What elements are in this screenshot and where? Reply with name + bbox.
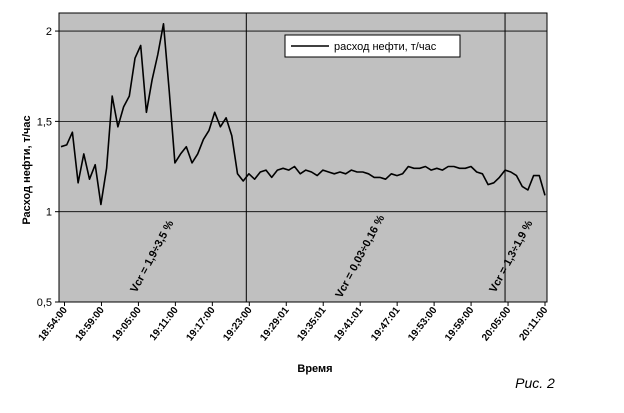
y-tick-label: 0,5 — [37, 297, 52, 309]
series-lines — [60, 22, 546, 206]
x-tick-label: 19:11:00 — [148, 305, 181, 343]
x-tick-label: 19:23:00 — [221, 305, 255, 344]
x-tick-label: 19:41:01 — [332, 305, 366, 344]
legend: расход нефти, т/час — [284, 34, 461, 58]
x-tick-label: 19:17:00 — [184, 305, 218, 344]
x-tick-label: 19:05:00 — [110, 305, 144, 344]
y-tick-label: 1 — [46, 207, 52, 219]
figure-label: Рис. 2 — [515, 375, 555, 391]
x-tick-label: 19:47:01 — [369, 305, 403, 344]
x-tick-label: 19:35:01 — [295, 305, 329, 344]
x-tick-label: 19:29:01 — [258, 305, 292, 344]
legend-box — [284, 34, 461, 58]
legend-label: расход нефти, т/час — [334, 41, 437, 53]
plot-border — [58, 12, 548, 303]
y-tick-label: 1,5 — [37, 116, 52, 128]
x-tick-label: 18:54:00 — [37, 305, 71, 344]
y-axis-title: Расход нефти, т/час — [21, 115, 33, 224]
plot-area — [59, 13, 547, 302]
x-tick-label: 20:11:00 — [517, 305, 550, 343]
y-tick-labels: 0,5 1 1,5 2 — [37, 26, 52, 309]
segment-dividers — [245, 13, 506, 302]
x-tick-labels: 18:54:00 18:59:00 19:05:00 19:11:00 19:17:00… — [37, 302, 551, 343]
x-tick-label: 19:59:00 — [443, 305, 477, 344]
y-tick-label: 2 — [46, 26, 52, 38]
x-tick-label: 18:59:00 — [74, 305, 108, 344]
x-axis-title: Время — [297, 363, 332, 375]
x-tick-label: 20:05:00 — [480, 305, 514, 344]
series-line — [60, 22, 546, 206]
x-tick-label: 19:53:00 — [406, 305, 440, 344]
